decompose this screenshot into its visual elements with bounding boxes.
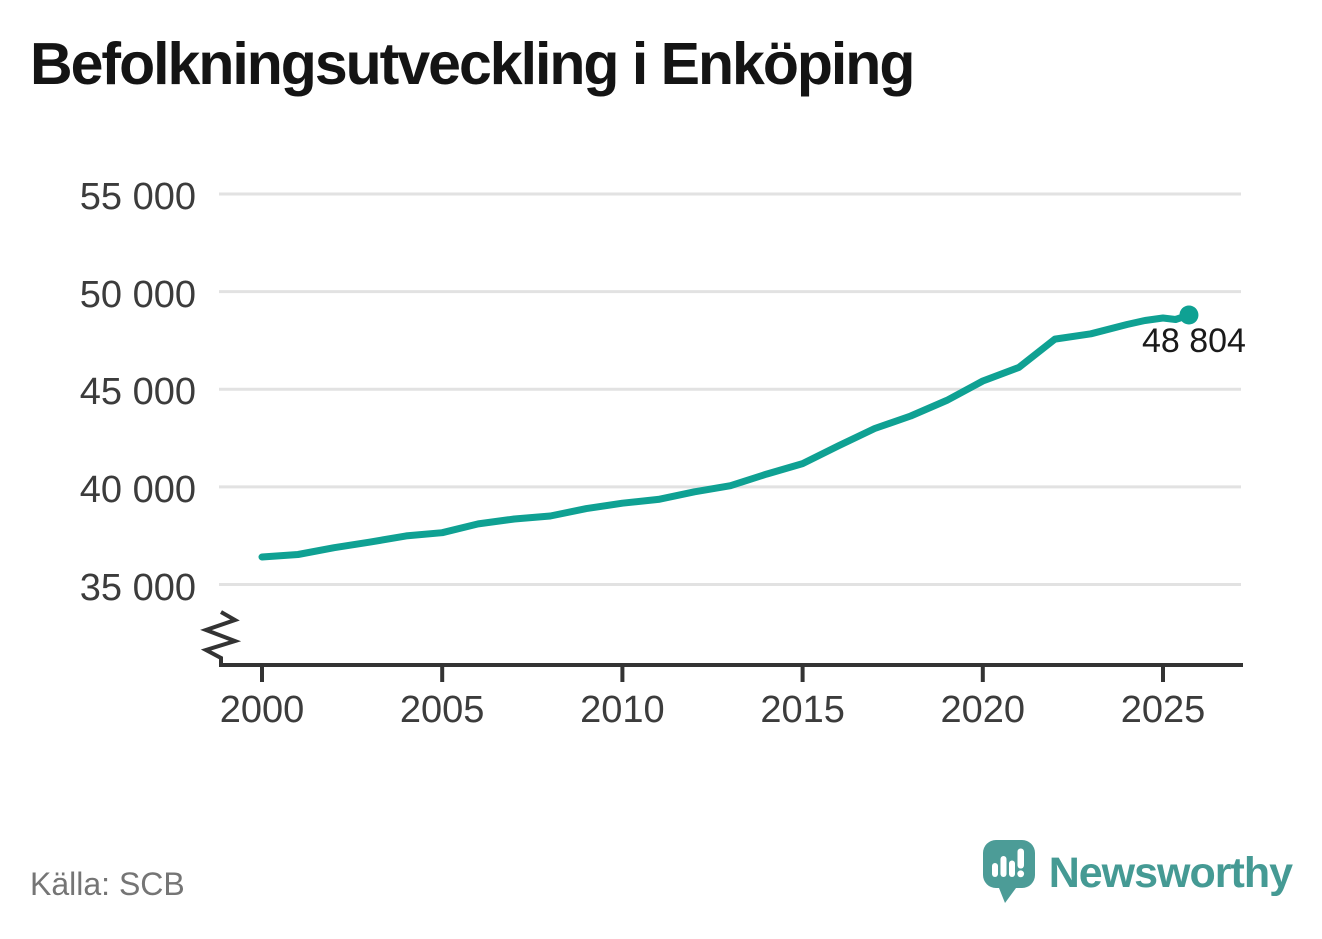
x-tick-label: 2005 — [399, 689, 485, 731]
latest-value-label: 48 804 — [1141, 321, 1246, 360]
latest-value-dot — [1179, 305, 1199, 325]
axis-break-zigzag — [200, 610, 242, 667]
x-tick-label: 2000 — [219, 689, 305, 731]
newsworthy-wordmark: Newsworthy — [1048, 849, 1293, 897]
x-tick-label: 2015 — [760, 689, 845, 731]
x-tick-label: 2020 — [940, 689, 1026, 731]
newsworthy-speech-bubble-barchart-icon — [982, 840, 1035, 903]
x-tick-label: 2010 — [580, 689, 665, 731]
y-tick-label: 40 000 — [79, 468, 196, 511]
y-tick-label: 35 000 — [79, 566, 196, 609]
chart-title: Befolkningsutveckling i Enköping — [30, 31, 915, 97]
source-caption: Källa: SCB — [30, 866, 185, 902]
y-tick-label: 45 000 — [79, 371, 196, 414]
population-line — [258, 311, 1193, 561]
y-tick-label: 50 000 — [79, 273, 196, 316]
y-tick-label: 55 000 — [79, 176, 196, 218]
x-tick-label: 2025 — [1120, 689, 1206, 731]
newsworthy-logo: Newsworthy — [982, 840, 1293, 906]
